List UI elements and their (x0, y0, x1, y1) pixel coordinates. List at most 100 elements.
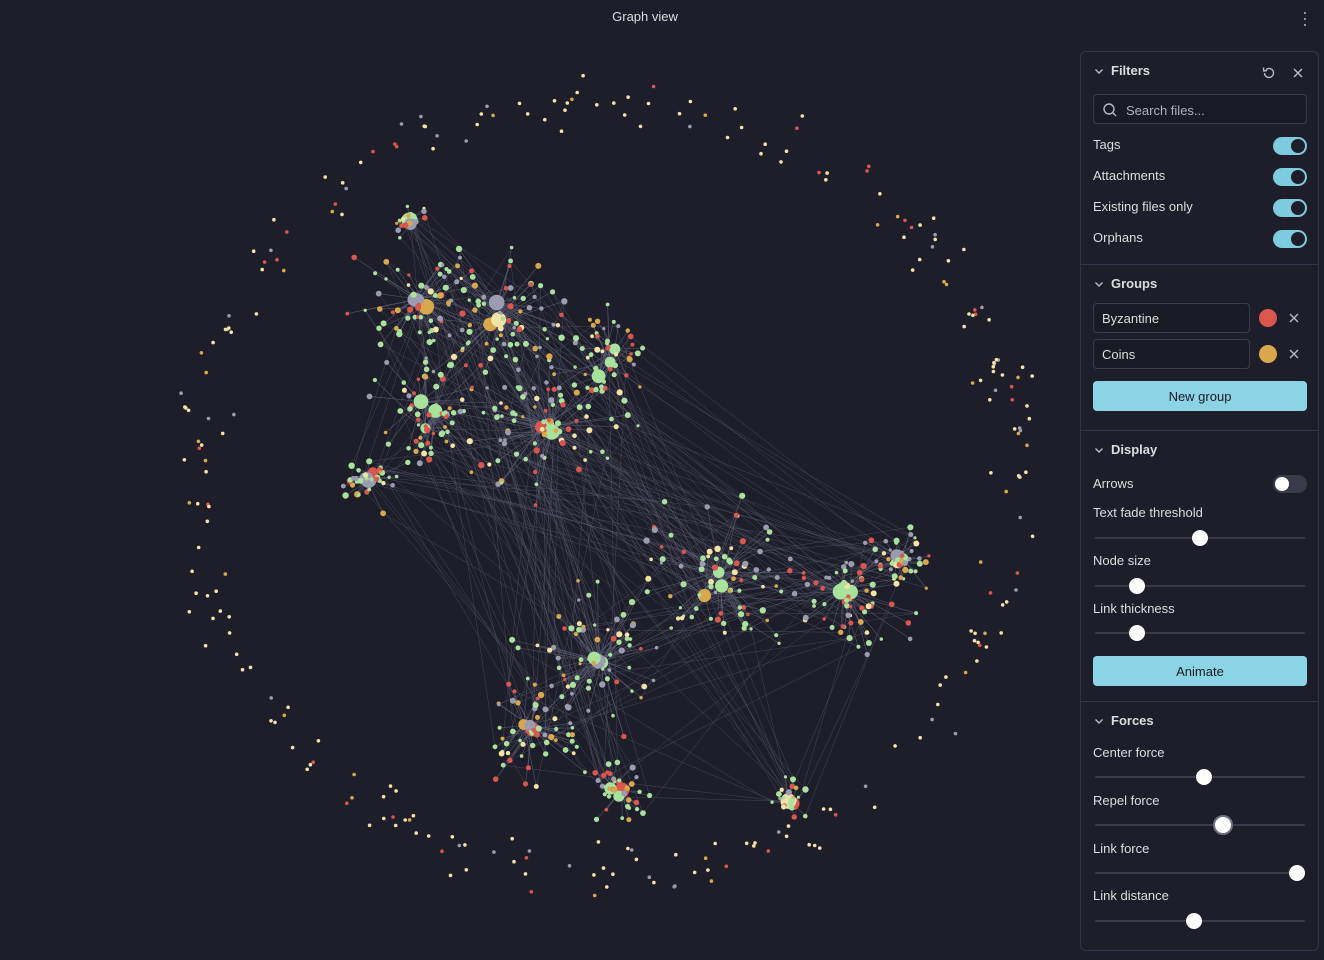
graph-node[interactable] (856, 644, 861, 649)
graph-node[interactable] (373, 271, 378, 276)
graph-node[interactable] (494, 414, 500, 421)
graph-node[interactable] (765, 537, 770, 542)
graph-node[interactable] (418, 442, 425, 449)
graph-node[interactable] (962, 324, 966, 329)
graph-node[interactable] (586, 678, 592, 684)
graph-node[interactable] (878, 563, 883, 569)
graph-node[interactable] (613, 352, 619, 357)
graph-node[interactable] (269, 248, 273, 253)
graph-node[interactable] (899, 553, 905, 558)
graph-node[interactable] (461, 346, 465, 350)
graph-node[interactable] (232, 412, 236, 417)
graph-node[interactable] (380, 510, 386, 517)
graph-node[interactable] (761, 584, 765, 589)
graph-node[interactable] (607, 345, 611, 349)
graph-node[interactable] (868, 537, 875, 544)
graph-node[interactable] (595, 778, 601, 783)
graph-node[interactable] (627, 665, 632, 670)
graph-node[interactable] (207, 504, 211, 509)
graph-node[interactable] (967, 312, 971, 316)
graph-node[interactable] (190, 569, 194, 574)
graph-node[interactable] (763, 524, 769, 531)
graph-node[interactable] (419, 114, 423, 119)
graph-node[interactable] (898, 575, 904, 580)
graph-node[interactable] (917, 257, 922, 262)
graph-node[interactable] (936, 702, 940, 707)
graph-node[interactable] (282, 268, 286, 273)
graph-node[interactable] (194, 591, 198, 595)
graph-hub-node[interactable] (609, 343, 621, 355)
graph-node[interactable] (848, 561, 855, 568)
graph-node[interactable] (519, 754, 524, 758)
graph-node[interactable] (588, 450, 593, 454)
graph-node[interactable] (779, 787, 784, 792)
graph-node[interactable] (674, 852, 678, 857)
group-query-input[interactable] (1093, 339, 1250, 369)
graph-node[interactable] (864, 588, 869, 593)
graph-node[interactable] (874, 559, 879, 564)
graph-node[interactable] (581, 73, 585, 78)
graph-node[interactable] (576, 621, 582, 627)
graph-node[interactable] (275, 258, 279, 262)
graph-node[interactable] (505, 750, 511, 756)
graph-node[interactable] (1009, 384, 1014, 389)
graph-node[interactable] (590, 334, 594, 339)
graph-node[interactable] (448, 873, 453, 878)
graph-node[interactable] (203, 458, 208, 463)
graph-node[interactable] (435, 266, 440, 271)
graph-node[interactable] (512, 356, 519, 363)
graph-node[interactable] (394, 789, 398, 793)
graph-node[interactable] (553, 738, 558, 742)
graph-node[interactable] (837, 589, 842, 594)
graph-node[interactable] (423, 124, 428, 129)
graph-node[interactable] (700, 555, 706, 562)
graph-node[interactable] (631, 362, 636, 367)
graph-node[interactable] (829, 625, 835, 630)
graph-node[interactable] (807, 842, 811, 847)
graph-node[interactable] (551, 386, 557, 392)
graph-node[interactable] (593, 816, 600, 823)
graph-node[interactable] (434, 403, 438, 407)
graph-node[interactable] (535, 262, 542, 269)
graph-node[interactable] (422, 374, 429, 380)
graph-node[interactable] (646, 101, 651, 106)
graph-node[interactable] (616, 389, 623, 396)
graph-node[interactable] (532, 682, 537, 687)
graph-node[interactable] (507, 757, 513, 763)
graph-node[interactable] (548, 734, 555, 741)
graph-node[interactable] (415, 304, 421, 311)
graph-node[interactable] (356, 468, 361, 473)
graph-node[interactable] (594, 346, 601, 353)
graph-node[interactable] (865, 169, 869, 173)
graph-node[interactable] (600, 449, 605, 455)
graph-node[interactable] (556, 385, 562, 391)
graph-node[interactable] (507, 285, 514, 291)
graph-node[interactable] (182, 458, 187, 462)
graph-node[interactable] (697, 593, 702, 597)
graph-node[interactable] (659, 561, 663, 565)
graph-node[interactable] (788, 797, 795, 804)
graph-node[interactable] (405, 204, 410, 209)
graph-node[interactable] (848, 605, 853, 609)
graph-node[interactable] (444, 439, 449, 444)
graph-node[interactable] (776, 791, 782, 797)
graph-node[interactable] (903, 218, 907, 223)
graph-node[interactable] (399, 122, 404, 126)
graph-node[interactable] (240, 667, 245, 672)
graph-node[interactable] (411, 813, 416, 818)
graph-node[interactable] (535, 643, 540, 648)
graph-node[interactable] (492, 776, 499, 782)
graph-node[interactable] (199, 351, 204, 355)
graph-node[interactable] (533, 731, 541, 738)
graph-node[interactable] (669, 626, 673, 630)
graph-node[interactable] (862, 609, 868, 615)
graph-node[interactable] (622, 113, 627, 117)
graph-node[interactable] (509, 245, 514, 250)
graph-node[interactable] (469, 268, 475, 274)
graph-node[interactable] (500, 762, 506, 768)
graph-node[interactable] (860, 562, 867, 570)
graph-node[interactable] (340, 181, 345, 185)
graph-node[interactable] (402, 222, 409, 229)
graph-node[interactable] (371, 149, 375, 154)
graph-hub-node[interactable] (591, 369, 606, 384)
